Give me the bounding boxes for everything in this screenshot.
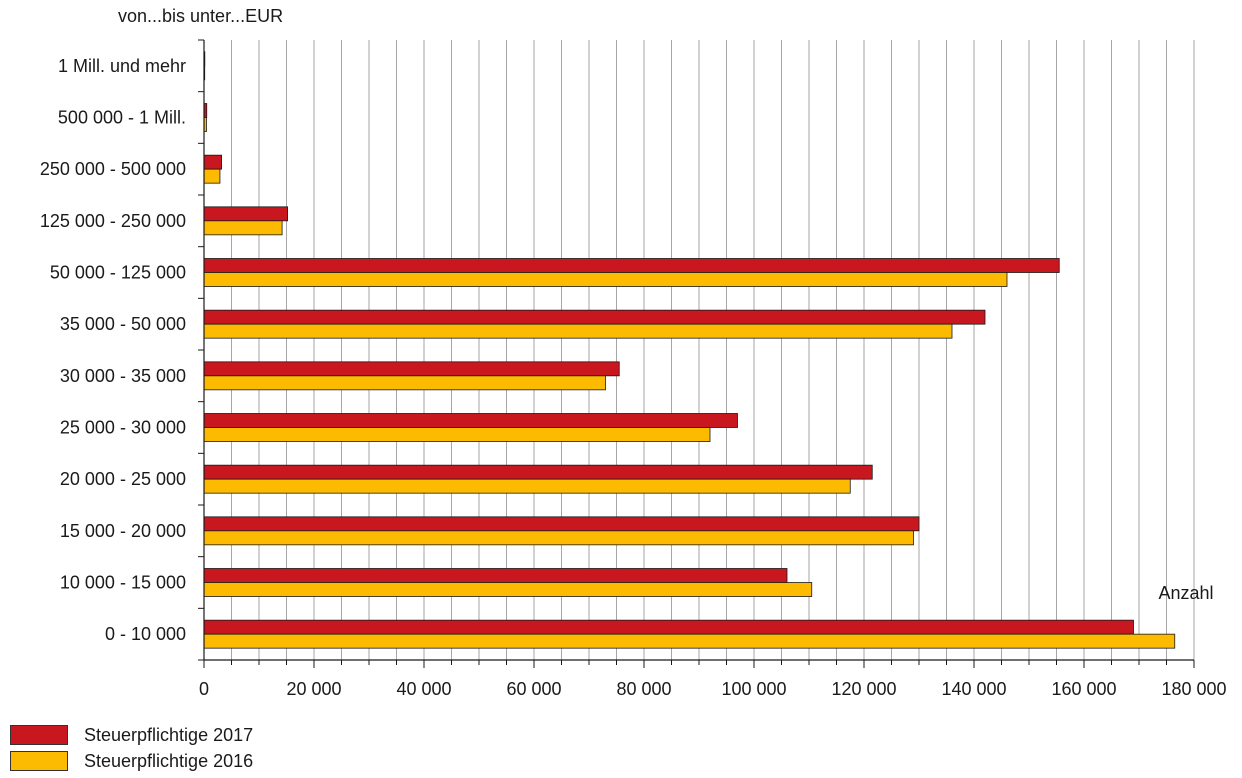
x-tick-label: 140 000 [941,679,1006,699]
bar [203,516,920,532]
bar [203,375,606,391]
y-tick-label: 1 Mill. und mehr [58,56,186,76]
y-axis-title: von...bis unter...EUR [118,6,283,26]
x-tick-label: 80 000 [616,679,671,699]
grid-lines [231,40,1195,660]
bar [203,323,953,339]
bar [203,633,1176,649]
bar [203,361,620,377]
y-tick-label: 125 000 - 250 000 [40,211,186,231]
bar [203,568,788,583]
x-tick-label: 60 000 [506,679,561,699]
x-axis-title: Anzahl [1158,583,1213,603]
y-tick-label: 35 000 - 50 000 [60,314,186,334]
bar [203,582,813,597]
axes-group: 1 Mill. und mehr 500 000 - 1 Mill. 250 000… [40,39,1227,699]
y-tick-label: 30 000 - 35 000 [60,366,186,386]
bar [203,530,914,546]
bar [203,464,873,480]
bar [203,427,711,442]
bar [203,258,1060,273]
y-tick-label: 20 000 - 25 000 [60,469,186,489]
x-tick-label: 180 000 [1161,679,1226,699]
y-tick-label: 10 000 - 15 000 [60,573,186,593]
bar [203,413,738,428]
y-tick-label: 50 000 - 125 000 [50,263,186,283]
legend: Steuerpflichtige 2017 Steuerpflichtige 2… [10,722,253,774]
bar [203,206,288,222]
bar [203,154,223,170]
y-tick-label: 25 000 - 30 000 [60,418,186,438]
x-tick-label: 40 000 [396,679,451,699]
x-tick-label: 0 [199,679,209,699]
y-tick-label: 500 000 - 1 Mill. [58,108,186,128]
bar [203,478,851,494]
legend-item-2017: Steuerpflichtige 2017 [10,722,253,748]
bar [203,619,1134,635]
legend-label-2016: Steuerpflichtige 2016 [84,750,254,771]
x-tick-label: 160 000 [1051,679,1116,699]
x-tick-label: 100 000 [721,679,786,699]
y-tick-label: 250 000 - 500 000 [40,159,186,179]
legend-item-2016: Steuerpflichtige 2016 [10,748,253,774]
bar [203,309,986,325]
y-tick-label: 0 - 10 000 [105,624,186,644]
bar [203,168,221,184]
bar [203,272,1008,287]
y-tick-label: 15 000 - 20 000 [60,521,186,541]
x-tick-label: 120 000 [831,679,896,699]
bar [203,220,283,236]
bar-chart: 1 Mill. und mehr 500 000 - 1 Mill. 250 000… [40,6,1227,699]
x-tick-label: 20 000 [286,679,341,699]
legend-label-2017: Steuerpflichtige 2017 [84,724,254,745]
legend-swatch-2017 [10,725,68,745]
legend-swatch-2016 [10,751,68,771]
